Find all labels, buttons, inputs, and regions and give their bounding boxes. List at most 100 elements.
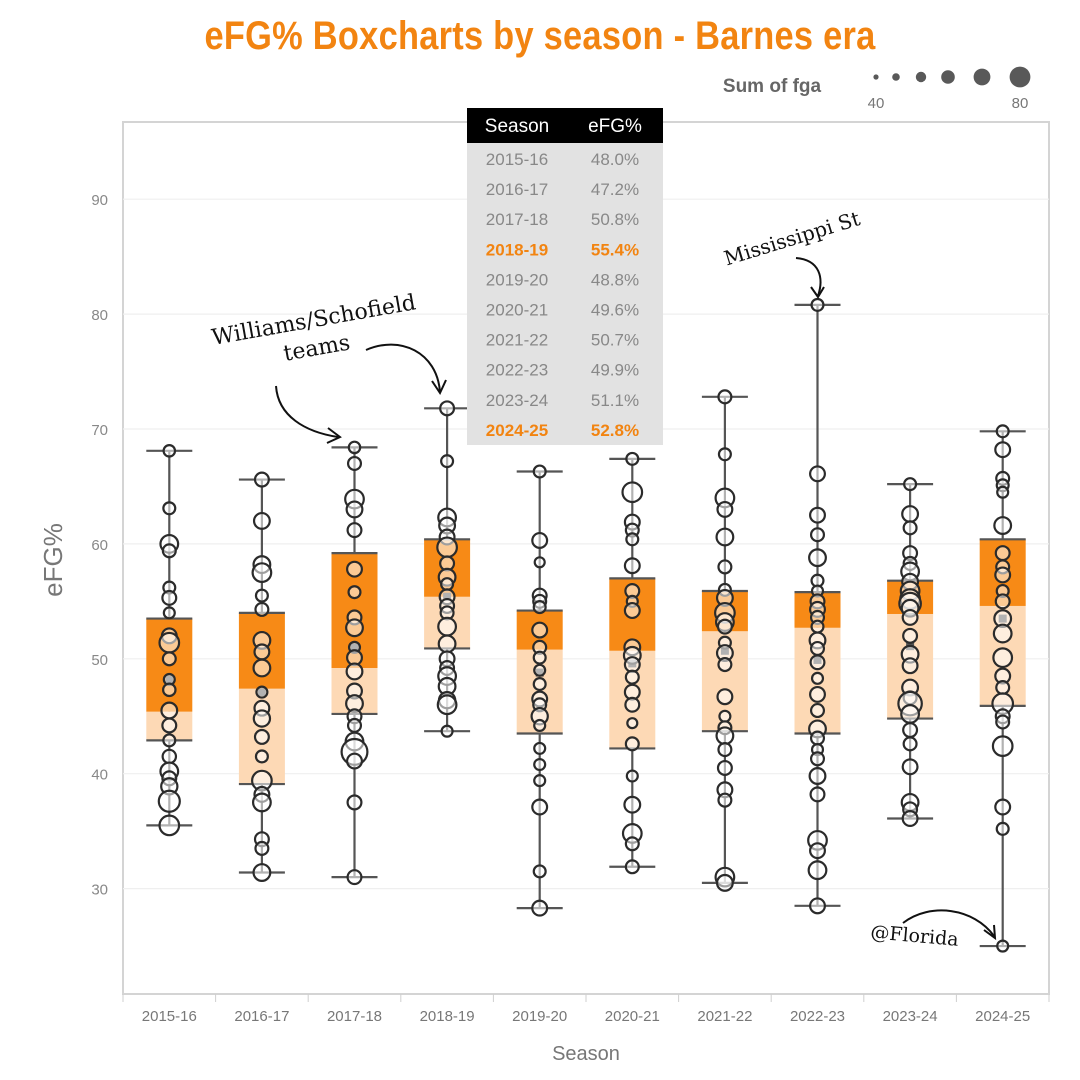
game-point — [807, 860, 828, 881]
annotation-mississippi-arrowhead — [810, 286, 825, 299]
size-legend-dot — [915, 71, 927, 83]
game-point — [809, 465, 826, 483]
size-legend-dot — [892, 73, 900, 81]
game-point — [161, 651, 177, 667]
game-point — [994, 798, 1012, 816]
game-point — [717, 389, 733, 405]
table-cell-efg: 48.8% — [591, 270, 639, 289]
x-tick-label: 2018-19 — [420, 1008, 475, 1025]
game-point — [254, 588, 269, 603]
game-point — [625, 451, 640, 466]
annotation-florida-arrowhead — [983, 924, 997, 941]
game-point — [901, 657, 919, 675]
x-tick-label: 2022-23 — [790, 1008, 845, 1025]
game-point — [902, 736, 918, 752]
table-cell-efg: 47.2% — [591, 180, 639, 199]
game-point — [162, 501, 177, 516]
size-legend-min: 40 — [868, 95, 885, 112]
game-point — [992, 623, 1013, 644]
game-point — [715, 873, 734, 892]
game-point — [625, 769, 639, 783]
game-point — [162, 682, 177, 698]
game-point — [254, 840, 270, 856]
y-tick-label: 80 — [91, 307, 108, 324]
game-point — [717, 447, 732, 462]
table-cell-season: 2018-19 — [486, 240, 548, 259]
table-cell-efg: 48.0% — [591, 150, 639, 169]
table-cell-efg: 50.8% — [591, 210, 639, 229]
table-header-season: Season — [485, 116, 549, 137]
game-point — [254, 749, 269, 764]
game-point — [345, 662, 364, 681]
game-point — [715, 726, 735, 746]
game-point — [251, 792, 272, 813]
points-2017-18 — [340, 440, 369, 886]
y-tick-label: 30 — [91, 882, 108, 899]
game-point — [531, 621, 549, 639]
y-tick-label: 90 — [91, 192, 108, 209]
y-tick-label: 50 — [91, 652, 108, 669]
y-tick-label: 70 — [91, 422, 108, 439]
x-tick-label: 2019-20 — [512, 1008, 567, 1025]
game-point — [440, 454, 455, 469]
game-point — [440, 577, 455, 592]
game-point — [716, 500, 734, 518]
game-point — [624, 736, 640, 752]
size-legend: Sum of fga 40 80 — [723, 66, 1031, 112]
game-point — [717, 657, 733, 673]
points-2024-25 — [991, 424, 1015, 953]
game-point — [716, 618, 733, 635]
game-point — [253, 643, 271, 661]
game-point — [624, 696, 641, 713]
game-point — [345, 618, 364, 638]
game-point — [160, 701, 179, 720]
game-point — [995, 424, 1010, 439]
x-tick-label: 2015-16 — [142, 1008, 197, 1025]
game-point — [347, 585, 362, 600]
game-point — [625, 532, 640, 547]
table-cell-season: 2020-21 — [486, 301, 548, 320]
table-cell-season: 2015-16 — [486, 150, 548, 169]
game-point — [347, 440, 362, 455]
game-point — [436, 536, 458, 559]
game-point — [624, 859, 640, 875]
game-point — [255, 685, 269, 699]
game-point — [809, 640, 826, 656]
game-point — [532, 864, 547, 879]
x-tick-label: 2020-21 — [605, 1008, 660, 1025]
game-point — [992, 647, 1014, 669]
game-point — [809, 751, 826, 767]
game-point — [252, 511, 271, 530]
table-header-efg: eFG% — [588, 116, 642, 137]
game-point — [623, 557, 641, 575]
game-point — [623, 795, 642, 814]
game-point — [809, 685, 826, 703]
game-point — [533, 774, 547, 788]
game-point — [808, 548, 827, 568]
game-point — [809, 654, 826, 671]
game-point — [346, 794, 363, 811]
game-point — [903, 477, 918, 492]
annotation-williams-arrowhead-right — [431, 379, 447, 396]
size-legend-dot — [873, 74, 879, 80]
table-cell-season: 2024-25 — [486, 421, 548, 440]
game-point — [716, 759, 733, 776]
game-point — [158, 631, 181, 654]
game-point — [346, 455, 363, 471]
x-tick-label: 2024-25 — [975, 1008, 1030, 1025]
game-point — [346, 560, 363, 578]
game-point — [532, 600, 547, 615]
game-point — [995, 821, 1010, 836]
size-legend-max: 80 — [1012, 95, 1029, 112]
game-point — [717, 742, 733, 758]
game-point — [437, 634, 457, 654]
game-point — [162, 606, 176, 620]
game-point — [436, 694, 458, 716]
game-point — [346, 522, 363, 539]
points-2021-22 — [714, 389, 736, 892]
game-point — [901, 810, 919, 827]
size-legend-label: Sum of fga — [723, 76, 822, 97]
size-legend-dot — [1009, 66, 1031, 88]
game-point — [439, 400, 456, 417]
game-point — [346, 752, 363, 770]
